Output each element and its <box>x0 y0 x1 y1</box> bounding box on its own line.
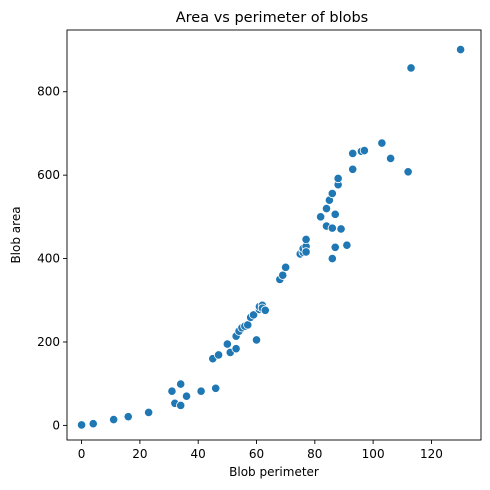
data-point <box>327 223 337 233</box>
data-point <box>327 188 337 199</box>
data-point <box>231 344 241 354</box>
data-point <box>76 420 87 430</box>
data-point <box>211 383 221 393</box>
x-tick-label: 120 <box>420 447 443 461</box>
data-point <box>348 148 358 159</box>
data-point <box>88 419 98 429</box>
x-tick-label: 40 <box>191 447 206 461</box>
data-point <box>348 164 358 174</box>
x-tick-label: 60 <box>249 447 264 461</box>
data-point <box>167 386 177 396</box>
data-point <box>176 400 186 410</box>
data-point <box>260 305 270 315</box>
x-tick-label: 0 <box>78 447 86 461</box>
points-layer <box>76 45 466 430</box>
data-point <box>123 412 133 422</box>
chart-title: Area vs perimeter of blobs <box>176 10 369 26</box>
data-point <box>301 234 311 244</box>
data-point <box>176 379 186 389</box>
y-tick-label: 400 <box>37 252 60 266</box>
data-point <box>251 335 262 345</box>
y-tick-label: 800 <box>37 85 60 99</box>
data-point <box>330 209 340 219</box>
data-point <box>377 138 387 148</box>
x-axis-label: Blob perimeter <box>229 465 319 479</box>
data-point <box>278 270 288 280</box>
data-point <box>222 339 232 349</box>
data-point <box>327 253 337 264</box>
data-point <box>386 153 396 164</box>
data-point <box>181 391 192 401</box>
data-point <box>316 212 326 222</box>
y-tick-label: 0 <box>52 418 60 432</box>
data-point <box>406 63 416 73</box>
data-point <box>342 240 352 250</box>
ticks-layer: 0 20 40 60 80 100 120 0 200 400 600 800 <box>37 85 443 461</box>
data-point <box>144 407 154 418</box>
y-axis-label: Blob area <box>9 206 23 263</box>
y-tick-label: 600 <box>37 168 60 182</box>
data-point <box>248 310 259 320</box>
x-tick-label: 100 <box>362 447 385 461</box>
data-point <box>403 167 413 177</box>
data-point <box>281 262 291 272</box>
data-point <box>301 247 311 257</box>
x-tick-label: 80 <box>307 447 322 461</box>
data-point <box>359 145 369 156</box>
data-point <box>336 224 346 234</box>
data-point <box>455 45 466 55</box>
plot-frame <box>66 29 482 441</box>
data-point <box>333 173 343 184</box>
data-point <box>214 350 224 360</box>
data-point <box>321 203 332 214</box>
data-point <box>109 414 119 425</box>
y-tick-label: 200 <box>37 335 60 349</box>
data-point <box>196 386 206 396</box>
x-tick-label: 20 <box>132 447 147 461</box>
data-point <box>330 242 340 252</box>
